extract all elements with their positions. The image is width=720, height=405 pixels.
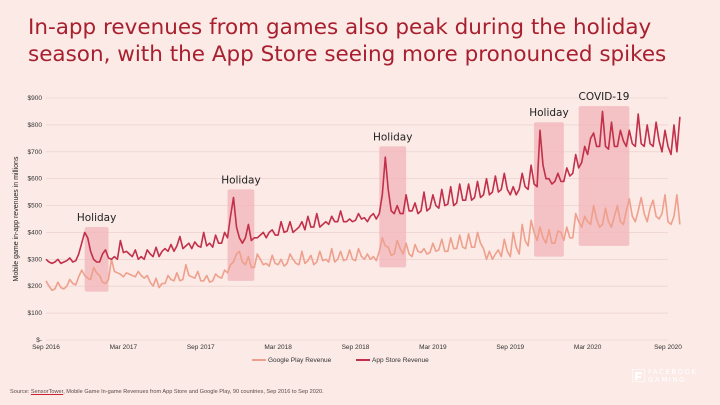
y-tick-label: $800 (28, 122, 43, 129)
y-tick-label: $700 (28, 149, 43, 156)
annotation-label: Holiday (221, 174, 260, 186)
highlight-region (84, 227, 109, 292)
y-axis-label: Mobile game in-app revenues in millions (13, 156, 20, 281)
highlight-region (379, 146, 407, 268)
y-tick-label: $100 (28, 310, 43, 317)
brand-line-1: FACEBOOK (648, 368, 698, 376)
legend-label: Google Play Revenue (268, 357, 332, 364)
y-tick-label: $600 (28, 176, 43, 183)
facebook-gaming-logo-icon (632, 369, 645, 382)
y-tick-label: $200 (28, 283, 43, 290)
y-tick-label: $400 (28, 229, 43, 236)
x-tick-label: Mar 2019 (419, 344, 447, 351)
annotation-label: Holiday (77, 212, 116, 224)
app-store-line (45, 110, 681, 265)
x-tick-label: Sep 2020 (654, 344, 682, 351)
y-tick-label: $500 (28, 203, 43, 210)
source-prefix: Source: (10, 389, 31, 395)
y-tick-label: $900 (28, 95, 43, 102)
x-tick-label: Sep 2018 (342, 344, 370, 351)
annotation-label: Holiday (373, 131, 412, 143)
y-tick-label: $300 (28, 256, 43, 263)
annotation-label: Holiday (529, 107, 568, 119)
x-tick-label: Sep 2016 (32, 344, 60, 351)
chart-title: In-app revenues from games also peak dur… (28, 15, 667, 67)
annotation-label: COVID-19 (579, 91, 630, 103)
x-tick-label: Sep 2017 (187, 344, 215, 351)
x-tick-label: Mar 2018 (264, 344, 292, 351)
x-tick-label: Mar 2020 (574, 344, 602, 351)
brand-line-2: GAMING (648, 376, 686, 384)
x-tick-label: Mar 2017 (110, 344, 138, 351)
legend-label: App Store Revenue (372, 357, 429, 364)
x-tick-label: Sep 2019 (496, 344, 524, 351)
brand-logo-text: FACEBOOK GAMING (648, 368, 698, 384)
source-link[interactable]: SensorTower (30, 389, 64, 395)
y-tick-label: $- (36, 337, 42, 344)
google-play-line (45, 194, 681, 292)
source-rest: , Mobile Game In-game Revenues from App … (63, 389, 324, 395)
source-note: Source: SensorTower, Mobile Game In-game… (10, 389, 324, 395)
